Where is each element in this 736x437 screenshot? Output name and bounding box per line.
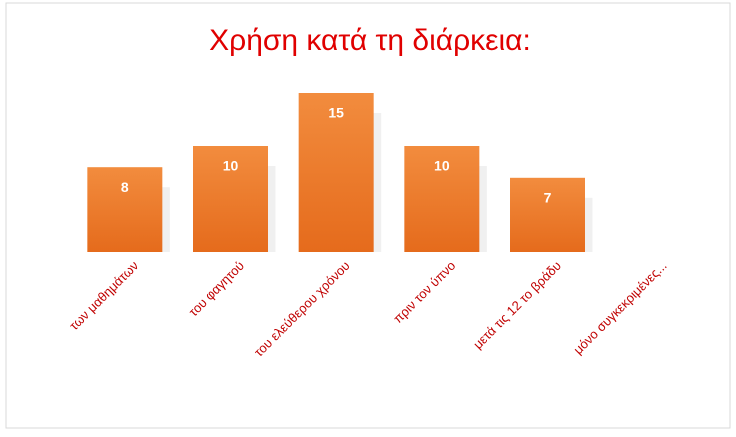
data-label: 8	[121, 179, 129, 195]
chart-title: Χρήση κατά τη διάρκεια:	[209, 24, 531, 57]
bar	[298, 93, 374, 252]
data-label: 10	[434, 158, 450, 174]
bar	[193, 146, 268, 252]
data-label: 0	[649, 264, 657, 280]
data-label: 15	[328, 105, 344, 121]
data-label: 7	[544, 190, 552, 206]
bar	[510, 177, 585, 252]
bar	[404, 146, 480, 252]
data-label: 10	[223, 158, 239, 174]
bar	[87, 167, 163, 252]
